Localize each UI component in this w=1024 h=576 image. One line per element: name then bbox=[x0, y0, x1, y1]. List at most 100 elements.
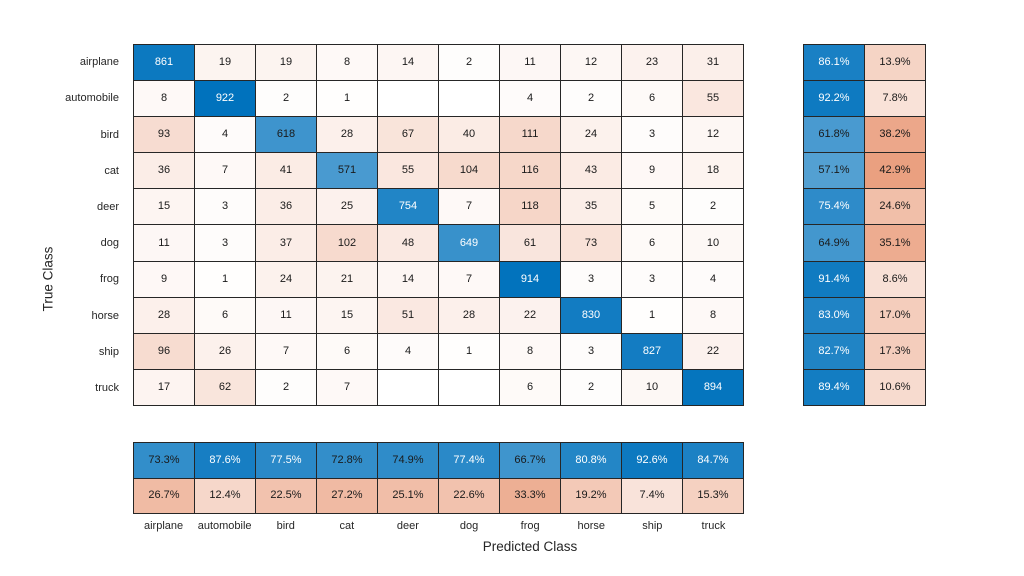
row-summary-correct-frog: 91.4% bbox=[804, 261, 864, 297]
col-summary-incorrect-airplane: 26.7% bbox=[134, 478, 194, 513]
matrix-cell-deer-deer: 754 bbox=[378, 189, 438, 225]
row-summary-incorrect-horse: 17.0% bbox=[865, 297, 925, 333]
col-summary-incorrect-truck: 15.3% bbox=[683, 478, 743, 513]
matrix-cell-deer-dog: 7 bbox=[439, 189, 499, 225]
row-label-bird: bird bbox=[100, 128, 119, 141]
row-summary-correct-airplane: 86.1% bbox=[804, 45, 864, 81]
row-summary-incorrect-deer: 24.6% bbox=[865, 189, 925, 225]
matrix-cell-deer-ship: 5 bbox=[622, 189, 682, 225]
matrix-cell-ship-deer: 4 bbox=[378, 333, 438, 369]
row-summary-correct-ship: 82.7% bbox=[804, 333, 864, 369]
matrix-cell-bird-bird: 618 bbox=[256, 117, 316, 153]
col-label-frog: frog bbox=[520, 520, 540, 532]
matrix-cell-airplane-horse: 12 bbox=[561, 45, 621, 81]
matrix-cell-frog-truck: 4 bbox=[683, 261, 743, 297]
matrix-cell-ship-automobile: 26 bbox=[195, 333, 255, 369]
matrix-cell-deer-automobile: 3 bbox=[195, 189, 255, 225]
col-label-deer: deer bbox=[396, 520, 419, 532]
col-summary-incorrect-bird: 22.5% bbox=[256, 478, 316, 513]
matrix-cell-automobile-bird: 2 bbox=[256, 81, 316, 117]
matrix-cell-cat-horse: 43 bbox=[561, 153, 621, 189]
col-summary-correct-cat: 72.8% bbox=[317, 443, 377, 478]
matrix-cell-dog-airplane: 11 bbox=[134, 225, 194, 261]
col-summary-correct-dog: 77.4% bbox=[439, 443, 499, 478]
x-axis-title: Predicted Class bbox=[482, 539, 578, 554]
col-label-ship: ship bbox=[642, 520, 663, 532]
matrix-cell-truck-frog: 6 bbox=[500, 369, 560, 405]
matrix-cell-ship-frog: 8 bbox=[500, 333, 560, 369]
matrix-cell-airplane-frog: 11 bbox=[500, 45, 560, 81]
confusion-matrix-grid: 861 19 19 8 14 2 11 12 23 31 8 922 2 1 4 2 6 55 93 4 618 28 67… bbox=[133, 44, 744, 406]
matrix-cell-ship-horse: 3 bbox=[561, 333, 621, 369]
matrix-cell-frog-dog: 7 bbox=[439, 261, 499, 297]
matrix-cell-deer-bird: 36 bbox=[256, 189, 316, 225]
matrix-cell-truck-bird: 2 bbox=[256, 369, 316, 405]
matrix-cell-dog-cat: 102 bbox=[317, 225, 377, 261]
matrix-cell-automobile-horse: 2 bbox=[561, 81, 621, 117]
matrix-cell-frog-cat: 21 bbox=[317, 261, 377, 297]
matrix-cell-truck-truck: 894 bbox=[683, 369, 743, 405]
col-label-dog: dog bbox=[459, 520, 479, 532]
col-summary-correct-ship: 92.6% bbox=[622, 443, 682, 478]
matrix-cell-automobile-deer bbox=[378, 81, 438, 117]
matrix-cell-frog-automobile: 1 bbox=[195, 261, 255, 297]
matrix-cell-cat-deer: 55 bbox=[378, 153, 438, 189]
matrix-cell-bird-airplane: 93 bbox=[134, 117, 194, 153]
matrix-cell-frog-ship: 3 bbox=[622, 261, 682, 297]
col-summary-correct-truck: 84.7% bbox=[683, 443, 743, 478]
matrix-cell-dog-deer: 48 bbox=[378, 225, 438, 261]
matrix-cell-cat-dog: 104 bbox=[439, 153, 499, 189]
col-label-automobile: automobile bbox=[197, 520, 252, 532]
matrix-cell-airplane-deer: 14 bbox=[378, 45, 438, 81]
matrix-cell-horse-airplane: 28 bbox=[134, 297, 194, 333]
col-label-airplane: airplane bbox=[143, 520, 184, 532]
matrix-cell-bird-deer: 67 bbox=[378, 117, 438, 153]
row-label-horse: horse bbox=[91, 309, 119, 322]
matrix-cell-frog-horse: 3 bbox=[561, 261, 621, 297]
matrix-cell-truck-horse: 2 bbox=[561, 369, 621, 405]
col-label-horse: horse bbox=[577, 520, 606, 532]
row-summary-correct-bird: 61.8% bbox=[804, 117, 864, 153]
row-label-dog: dog bbox=[100, 237, 119, 250]
matrix-cell-airplane-dog: 2 bbox=[439, 45, 499, 81]
matrix-cell-horse-truck: 8 bbox=[683, 297, 743, 333]
matrix-cell-horse-horse: 830 bbox=[561, 297, 621, 333]
matrix-cell-bird-dog: 40 bbox=[439, 117, 499, 153]
row-summary-correct-truck: 89.4% bbox=[804, 369, 864, 405]
row-summary-correct-horse: 83.0% bbox=[804, 297, 864, 333]
row-summary-incorrect-ship: 17.3% bbox=[865, 333, 925, 369]
col-summary-correct-airplane: 73.3% bbox=[134, 443, 194, 478]
col-summary-correct-frog: 66.7% bbox=[500, 443, 560, 478]
matrix-cell-dog-bird: 37 bbox=[256, 225, 316, 261]
row-summary-correct-automobile: 92.2% bbox=[804, 81, 864, 117]
matrix-cell-truck-automobile: 62 bbox=[195, 369, 255, 405]
row-label-truck: truck bbox=[95, 381, 119, 394]
matrix-cell-airplane-truck: 31 bbox=[683, 45, 743, 81]
matrix-cell-deer-airplane: 15 bbox=[134, 189, 194, 225]
matrix-cell-truck-dog bbox=[439, 369, 499, 405]
matrix-cell-cat-airplane: 36 bbox=[134, 153, 194, 189]
row-summary-incorrect-automobile: 7.8% bbox=[865, 81, 925, 117]
matrix-cell-bird-horse: 24 bbox=[561, 117, 621, 153]
col-summary-correct-bird: 77.5% bbox=[256, 443, 316, 478]
matrix-cell-cat-ship: 9 bbox=[622, 153, 682, 189]
matrix-cell-frog-frog: 914 bbox=[500, 261, 560, 297]
matrix-cell-automobile-automobile: 922 bbox=[195, 81, 255, 117]
matrix-cell-dog-horse: 73 bbox=[561, 225, 621, 261]
matrix-cell-automobile-dog bbox=[439, 81, 499, 117]
matrix-cell-cat-bird: 41 bbox=[256, 153, 316, 189]
matrix-cell-bird-truck: 12 bbox=[683, 117, 743, 153]
matrix-cell-automobile-airplane: 8 bbox=[134, 81, 194, 117]
row-label-ship: ship bbox=[98, 345, 119, 358]
matrix-cell-truck-cat: 7 bbox=[317, 369, 377, 405]
row-summary-grid: 86.1% 13.9% 92.2% 7.8% 61.8% 38.2% 57.1% 42.9% 7… bbox=[803, 44, 926, 406]
matrix-cell-ship-ship: 827 bbox=[622, 333, 682, 369]
matrix-cell-truck-airplane: 17 bbox=[134, 369, 194, 405]
col-summary-incorrect-dog: 22.6% bbox=[439, 478, 499, 513]
matrix-cell-dog-frog: 61 bbox=[500, 225, 560, 261]
matrix-cell-airplane-cat: 8 bbox=[317, 45, 377, 81]
matrix-cell-truck-ship: 10 bbox=[622, 369, 682, 405]
row-summary-incorrect-frog: 8.6% bbox=[865, 261, 925, 297]
matrix-cell-airplane-automobile: 19 bbox=[195, 45, 255, 81]
col-summary-incorrect-ship: 7.4% bbox=[622, 478, 682, 513]
